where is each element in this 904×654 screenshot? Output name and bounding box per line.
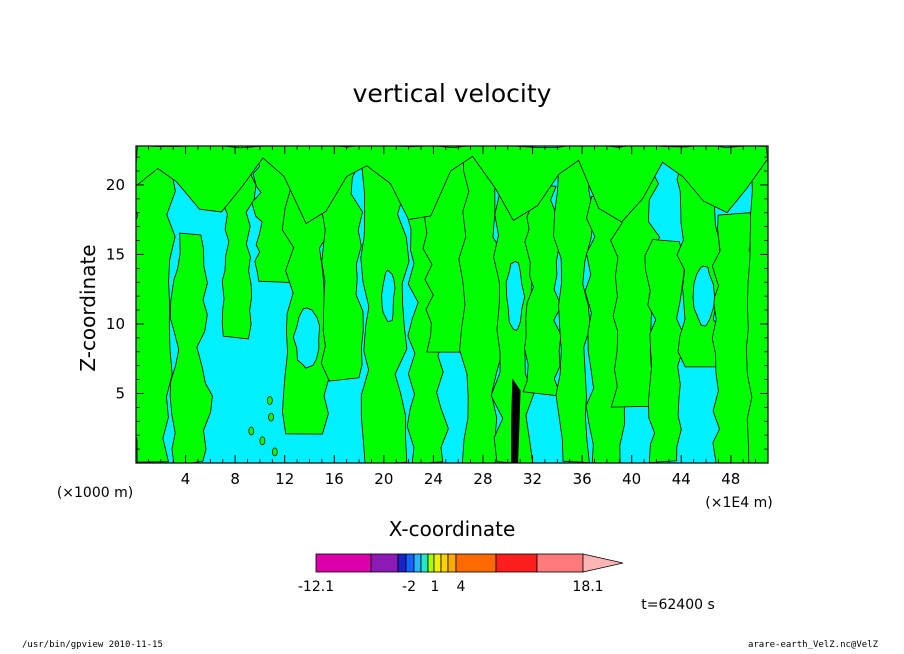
- y-tick-label: 5: [115, 384, 125, 402]
- y-tick-label: 10: [106, 315, 125, 333]
- plot-frame: [135, 145, 769, 464]
- small-updraft-cell: [271, 447, 278, 457]
- colorbar-segment: [536, 553, 584, 573]
- x-tick-label: 20: [374, 470, 393, 488]
- x-tick-label: 4: [181, 470, 191, 488]
- colorbar-segment: [447, 553, 457, 573]
- colorbar-tick-label: -2: [402, 579, 416, 595]
- colorbar-segment: [455, 553, 497, 573]
- downdraft-pocket: [292, 307, 321, 369]
- x-tick-label: 40: [622, 470, 641, 488]
- x-tick-label: 12: [275, 470, 294, 488]
- colorbar-min-label: -12.1: [298, 579, 334, 595]
- colorbar-overflow-arrow: [582, 553, 624, 573]
- colorbar-segment: [495, 553, 538, 573]
- colorbar-segment: [440, 553, 449, 573]
- small-updraft-cell: [266, 396, 273, 405]
- y-tick-label: 20: [106, 176, 125, 194]
- small-updraft-cell: [248, 426, 255, 436]
- x-tick-label: 16: [325, 470, 344, 488]
- colorbar-tick-label: 1: [431, 579, 440, 595]
- chart-title: vertical velocity: [353, 79, 552, 108]
- x-axis-label: X-coordinate: [389, 517, 516, 541]
- colorbar-max-label: 18.1: [572, 579, 603, 595]
- x-unit-right: (×1E4 m): [705, 495, 772, 511]
- updraft-region: [745, 146, 768, 463]
- x-tick-label: 32: [523, 470, 542, 488]
- plot-area: [136, 146, 768, 463]
- x-tick-label: 48: [721, 470, 740, 488]
- colorbar-segment: [427, 553, 435, 573]
- small-updraft-cell: [268, 412, 274, 422]
- time-label: t=62400 s: [641, 597, 715, 613]
- downdraft-pocket: [692, 265, 716, 327]
- downdraft-pocket: [381, 269, 396, 322]
- colorbar-segment: [370, 553, 399, 573]
- colorbar-segment: [420, 553, 429, 573]
- colorbar-tick-label: 4: [457, 579, 466, 595]
- colorbar-segment: [405, 553, 415, 573]
- x-tick-label: 24: [424, 470, 443, 488]
- colorbar-tick-labels: -2 1 4: [402, 579, 466, 595]
- y-tick-label: 15: [106, 245, 125, 263]
- colorbar: [315, 553, 624, 573]
- updraft-region: [644, 239, 686, 463]
- velocity-field: [136, 146, 768, 463]
- downdraft-pocket: [505, 261, 526, 332]
- colorbar-segment: [433, 553, 442, 573]
- strong-updraft-core: [511, 378, 521, 463]
- y-axis-label: Z-coordinate: [76, 244, 100, 371]
- colorbar-segment: [413, 553, 422, 573]
- footer-file-variable: arare-earth_VelZ.nc@VelZ: [747, 640, 878, 650]
- x-unit-left: (×1000 m): [57, 485, 133, 501]
- x-tick-label: 28: [473, 470, 492, 488]
- x-tick-label: 44: [672, 470, 691, 488]
- colorbar-segment: [315, 553, 372, 573]
- footer-program-date: /usr/bin/gpview 2010-11-15: [22, 640, 163, 650]
- colorbar-segment: [397, 553, 407, 573]
- small-updraft-cell: [259, 436, 266, 446]
- x-tick-label: 36: [573, 470, 592, 488]
- updraft-region: [458, 146, 506, 463]
- updraft-region: [169, 232, 213, 463]
- x-tick-label: 8: [230, 470, 240, 488]
